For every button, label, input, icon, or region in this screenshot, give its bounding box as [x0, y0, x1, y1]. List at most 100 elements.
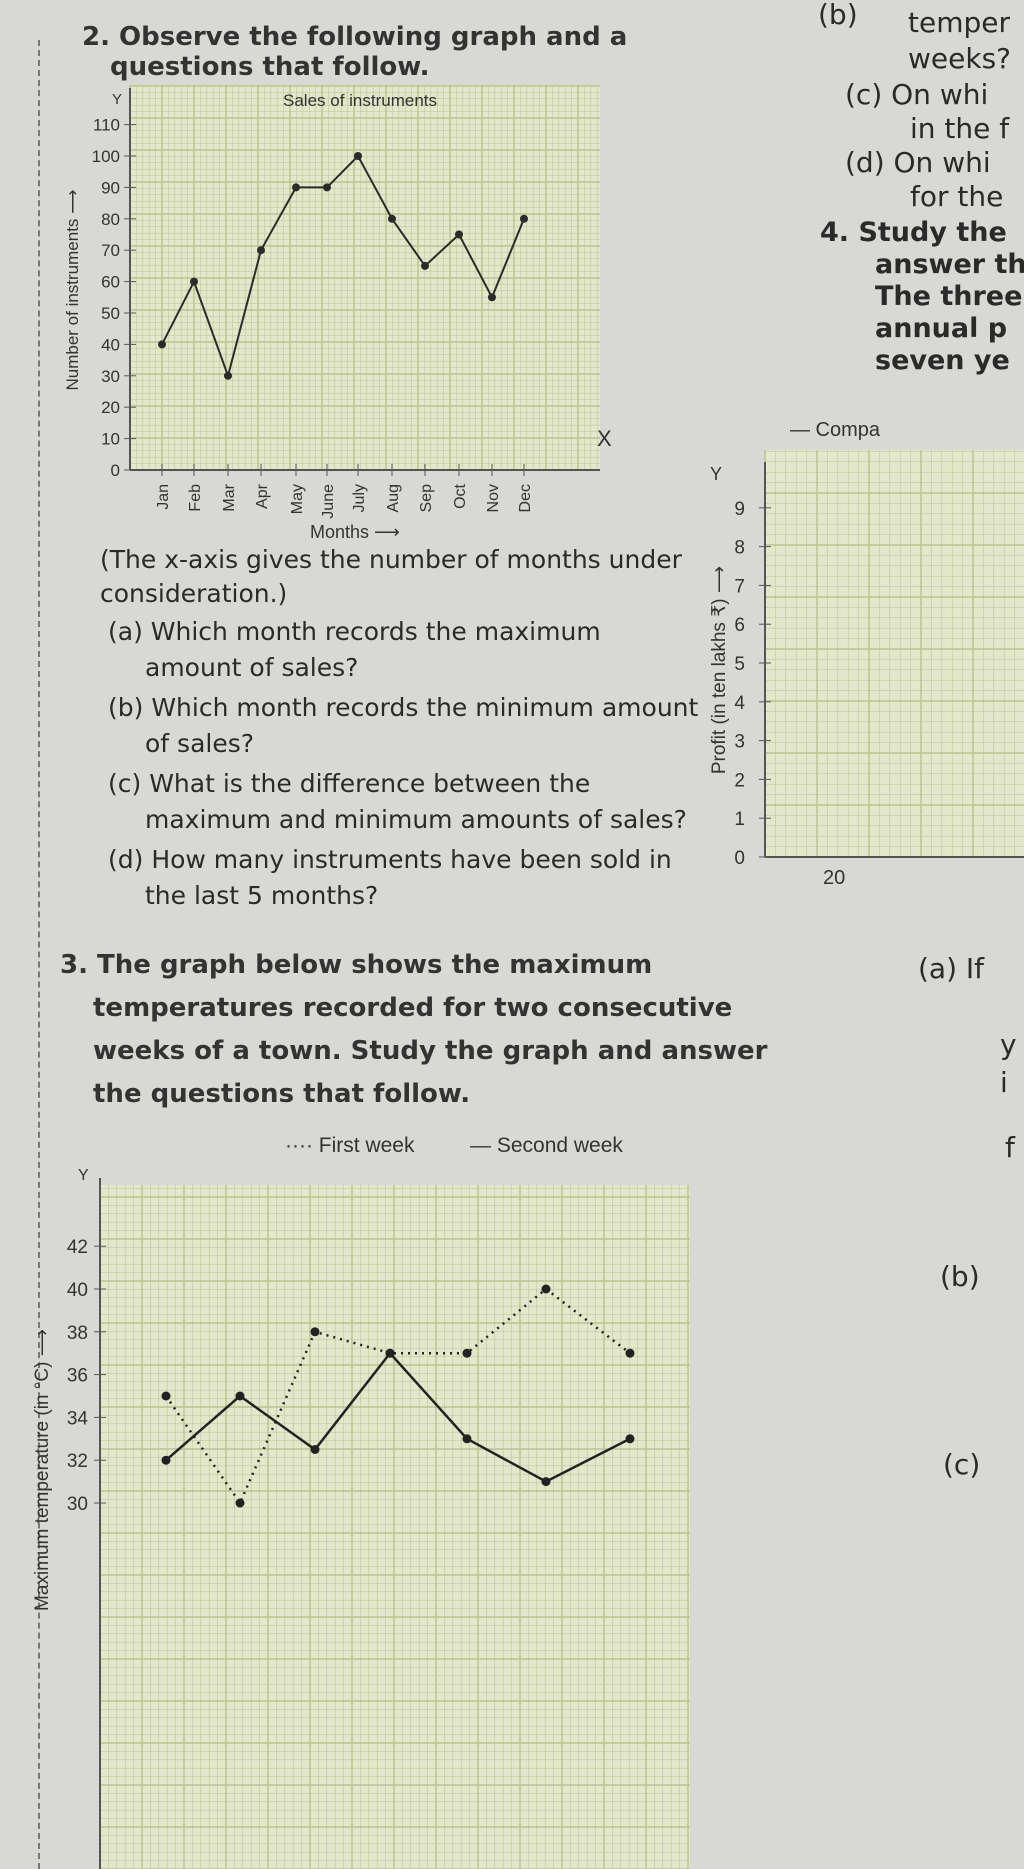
data-point	[310, 1445, 320, 1454]
y-tick-label: 36	[67, 1366, 88, 1387]
right-column-line: (b)	[940, 1260, 980, 1293]
data-point	[190, 277, 198, 286]
y-tick-label: 42	[67, 1237, 88, 1258]
q3-line-3: weeks of a town. Study the graph and ans…	[93, 1036, 768, 1066]
cut-line	[38, 40, 40, 1869]
data-point	[541, 1284, 551, 1294]
right-column-line: (c) On whi	[845, 78, 989, 111]
x-tick-label: Sep	[418, 484, 435, 513]
data-point	[388, 214, 396, 223]
data-point	[462, 1348, 472, 1358]
chart-title: Sales of instruments	[283, 91, 437, 110]
right-column-line: f	[1005, 1131, 1015, 1164]
y-tick-label: 6	[734, 615, 745, 636]
y-tick-label: 34	[67, 1408, 89, 1429]
right-column-line: (d) On whi	[845, 146, 991, 179]
y-tick-label: 4	[734, 693, 745, 714]
x-axis-letter: X	[597, 426, 612, 451]
y-tick-label: 8	[734, 538, 745, 559]
q2-b-2: of sales?	[145, 729, 255, 758]
y-tick-label: 2	[734, 770, 745, 791]
x-tick-label: Jan	[155, 484, 172, 510]
data-point	[235, 1391, 245, 1401]
q3-line-4: the questions that follow.	[93, 1079, 471, 1109]
q3-line-1: 3. The graph below shows the maximum	[60, 950, 653, 980]
right-column-line: y	[1000, 1028, 1017, 1061]
data-point	[541, 1477, 551, 1487]
right-column-line: seven ye	[875, 345, 1010, 376]
x-tick-label: Dec	[517, 484, 534, 512]
right-column-line: weeks?	[908, 42, 1012, 75]
x-tick-label: July	[351, 484, 368, 512]
y-tick-label: 10	[101, 430, 120, 449]
right-column-line: (a) If	[918, 952, 985, 985]
data-point	[354, 152, 362, 160]
data-point	[625, 1348, 635, 1358]
x-tick-label: Nov	[485, 484, 502, 512]
x-tick-label: Mar	[221, 483, 238, 511]
q2-a: (a) Which month records the maximum	[108, 617, 601, 646]
x-tick-label: May	[289, 484, 306, 514]
x-tick-label: June	[320, 484, 337, 519]
y-tick-label: 20	[101, 398, 120, 417]
x-tick-label: 20	[823, 867, 845, 889]
data-point	[161, 1455, 171, 1465]
data-point	[462, 1434, 472, 1444]
q2-a-2: amount of sales?	[145, 653, 359, 682]
right-column-line: (c)	[943, 1448, 981, 1481]
series-line	[161, 154, 525, 380]
data-point	[625, 1434, 635, 1444]
y-tick-label: 0	[111, 461, 120, 480]
y-tick-label: 0	[734, 848, 745, 869]
data-point	[257, 246, 265, 255]
y-axis-label: Maximum temperature (in °C) ⟶	[32, 1329, 53, 1611]
data-point	[224, 371, 232, 380]
y-tick-label: 30	[67, 1494, 88, 1515]
y-axis-letter: Y	[78, 1167, 89, 1184]
q2-c: (c) What is the difference between the	[108, 769, 591, 798]
q2-heading: 2. Observe the following graph and a	[82, 22, 628, 52]
right-column-line: The three	[875, 281, 1023, 312]
right-column-line: i	[1000, 1066, 1008, 1099]
right-column-line: 4. Study the	[820, 217, 1007, 248]
y-axis-letter: Y	[112, 91, 122, 108]
y-tick-label: 40	[67, 1280, 88, 1301]
y-tick-label: 9	[734, 499, 745, 520]
y-axis-label: Profit (in ten lakhs ₹) ⟶	[709, 566, 730, 774]
y-tick-label: 32	[67, 1451, 88, 1472]
legend-second-week: — Second week	[470, 1134, 623, 1157]
q2-note: (The x-axis gives the number of months u…	[100, 545, 682, 574]
data-point	[488, 293, 496, 302]
q2-b: (b) Which month records the minimum amou…	[108, 693, 699, 722]
y-tick-label: 3	[734, 732, 745, 753]
q2-heading-2: questions that follow.	[110, 52, 430, 82]
x-tick-label: Apr	[254, 483, 271, 509]
right-column-line: annual p	[875, 313, 1008, 344]
y-tick-label: 50	[101, 304, 120, 323]
q2-d: (d) How many instruments have been sold …	[108, 845, 672, 874]
y-tick-label: 1	[734, 809, 745, 830]
y-axis-letter: Y	[710, 464, 722, 484]
y-tick-label: 38	[67, 1323, 88, 1344]
sales-chart: Y X Sales of instruments 0 10 20 30 40 50 60 70 80 9…	[63, 85, 612, 542]
right-column-line: answer th	[875, 249, 1024, 280]
data-point	[292, 183, 300, 192]
y-tick-label: 100	[92, 147, 120, 166]
data-point	[421, 261, 429, 270]
x-axis-label: Months ⟶	[310, 522, 400, 542]
data-point	[520, 214, 528, 223]
q2-note-2: consideration.)	[100, 579, 288, 608]
y-tick-label: 30	[101, 367, 120, 386]
grid-background	[100, 1185, 690, 1869]
y-tick-label: 110	[93, 116, 120, 135]
data-point	[455, 230, 463, 239]
q2-c-2: maximum and minimum amounts of sales?	[145, 805, 687, 834]
y-tick-label: 60	[101, 273, 120, 292]
x-tick-label: Feb	[187, 484, 204, 512]
data-point	[310, 1327, 320, 1337]
x-tick-label: Oct	[452, 483, 469, 508]
chart-title: — Compa	[790, 419, 881, 441]
x-tick-label: Aug	[385, 484, 402, 512]
data-point	[235, 1498, 245, 1508]
right-column-line: (b)	[818, 0, 858, 31]
